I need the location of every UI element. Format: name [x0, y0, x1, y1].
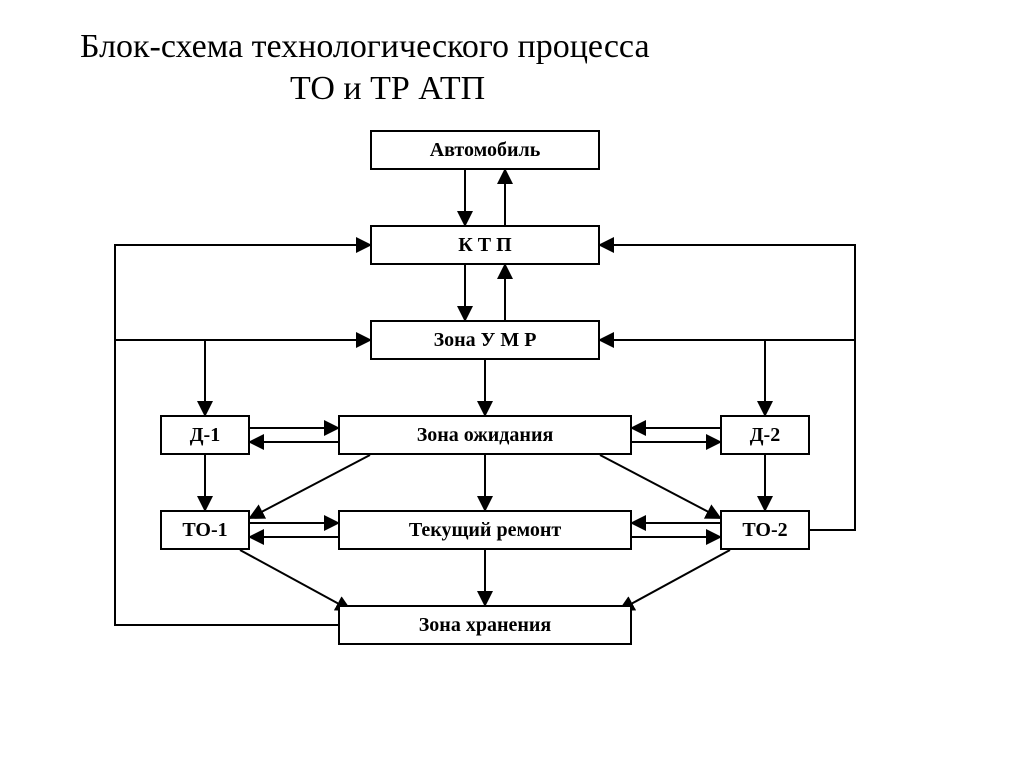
node-to2: ТО-2	[720, 510, 810, 550]
node-umr: Зона У М Р	[370, 320, 600, 360]
node-wait: Зона ожидания	[338, 415, 632, 455]
node-storage: Зона хранения	[338, 605, 632, 645]
node-d1: Д-1	[160, 415, 250, 455]
node-d2: Д-2	[720, 415, 810, 455]
node-to1: ТО-1	[160, 510, 250, 550]
node-repair: Текущий ремонт	[338, 510, 632, 550]
flowchart-edges	[0, 0, 1024, 767]
node-ktp: К Т П	[370, 225, 600, 265]
node-auto: Автомобиль	[370, 130, 600, 170]
